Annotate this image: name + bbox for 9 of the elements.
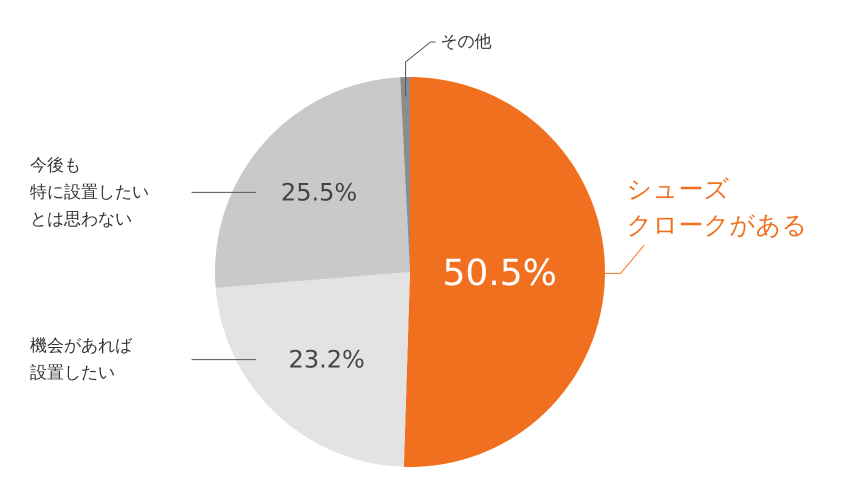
pie-slice: [215, 77, 410, 288]
slice-label: 今後も特に設置したいとは思わない: [30, 155, 149, 230]
slice-label: その他: [440, 32, 492, 52]
slice-label: シューズクロークがある: [626, 174, 808, 240]
pie-slice: [216, 272, 410, 467]
data-label: 25.5%: [280, 178, 358, 206]
slice-label: 機会があれば設置したい: [30, 336, 133, 384]
data-label: 23.2%: [288, 346, 365, 374]
data-label: 50.5%: [442, 252, 557, 294]
